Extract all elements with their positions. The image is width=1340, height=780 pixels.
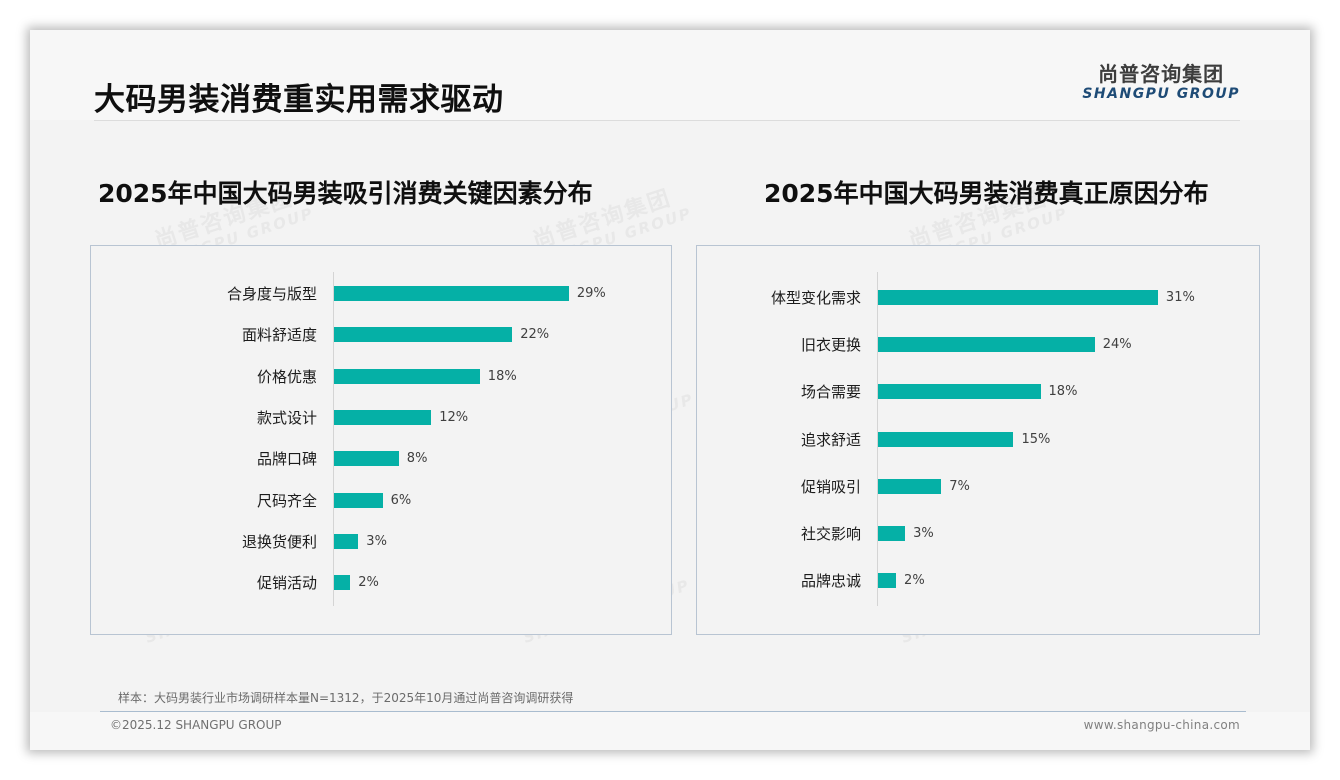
company-logo: 尚普咨询集团 SHANGPU GROUP bbox=[1082, 62, 1240, 102]
data-bar bbox=[878, 431, 1014, 447]
category-axis bbox=[333, 272, 334, 606]
data-bar bbox=[878, 384, 1041, 400]
bar-row: 尺码齐全 6% bbox=[91, 491, 671, 510]
page-title: 大码男装消费重实用需求驱动 bbox=[94, 82, 504, 118]
value-label: 8% bbox=[406, 451, 428, 467]
category-label: 促销吸引 bbox=[800, 477, 861, 496]
category-label: 社交影响 bbox=[800, 525, 861, 543]
category-label: 价格优惠 bbox=[256, 367, 317, 386]
value-label: 3% bbox=[366, 533, 387, 549]
data-bar bbox=[334, 533, 359, 549]
chart-title-key-factors: 2025年中国大码男装吸引消费关键因素分布 bbox=[98, 179, 593, 208]
category-label: 合身度与版型 bbox=[226, 285, 317, 303]
category-label: 旧衣更换 bbox=[800, 336, 861, 355]
value-label: 22% bbox=[520, 327, 550, 343]
bar-row: 旧衣更换 24% bbox=[697, 337, 1259, 353]
category-axis bbox=[877, 272, 878, 606]
source-note: 样本：大码男装行业市场调研样本量N=1312，于2025年10月通过尚普咨询调研… bbox=[118, 691, 574, 705]
bar-row: 社交影响 3% bbox=[697, 526, 1259, 542]
bar-row: 品牌口碑 8% bbox=[91, 451, 671, 467]
bar-row: 追求舒适 15% bbox=[697, 430, 1259, 449]
data-bar bbox=[878, 478, 942, 494]
logo-chinese-text: 尚普咨询集团 bbox=[1098, 62, 1225, 86]
bar-row: 款式设计 12% bbox=[91, 408, 671, 427]
footer-divider bbox=[100, 711, 1246, 712]
category-label: 品牌口碑 bbox=[256, 450, 317, 469]
chart-title-real-reasons: 2025年中国大码男装消费真正原因分布 bbox=[764, 179, 1209, 208]
data-bar bbox=[878, 573, 897, 589]
value-label: 18% bbox=[1048, 384, 1078, 400]
chart-panel-key-factors: 合身度与版型 29% 面料舒适度 22% 价格优惠 18% 款式设计 12% 品牌口碑 8% 尺码齐… bbox=[90, 245, 672, 635]
slide-header-band bbox=[30, 30, 1310, 120]
category-label: 促销活动 bbox=[256, 574, 317, 593]
value-label: 2% bbox=[904, 573, 925, 589]
value-label: 6% bbox=[390, 492, 412, 508]
header-divider bbox=[94, 120, 1240, 121]
bar-row: 合身度与版型 29% bbox=[91, 286, 671, 302]
bar-row: 价格优惠 18% bbox=[91, 367, 671, 386]
category-label: 尺码齐全 bbox=[256, 491, 317, 510]
value-label: 18% bbox=[487, 368, 517, 384]
bar-row: 促销吸引 7% bbox=[697, 477, 1259, 496]
logo-english-text: SHANGPU GROUP bbox=[1082, 86, 1240, 102]
bar-row: 退换货便利 3% bbox=[91, 532, 671, 551]
data-bar bbox=[878, 337, 1095, 353]
data-bar bbox=[334, 575, 351, 591]
data-bar bbox=[334, 286, 569, 301]
bar-row: 品牌忠诚 2% bbox=[697, 573, 1259, 589]
footer-band bbox=[30, 712, 1310, 750]
category-label: 品牌忠诚 bbox=[800, 572, 861, 591]
data-bar bbox=[334, 409, 432, 425]
bar-row: 促销活动 2% bbox=[91, 575, 671, 591]
category-label: 面料舒适度 bbox=[241, 326, 317, 345]
category-label: 款式设计 bbox=[256, 408, 317, 427]
bar-row: 体型变化需求 31% bbox=[697, 290, 1259, 306]
bar-row: 面料舒适度 22% bbox=[91, 327, 671, 343]
chart-panel-real-reasons: 体型变化需求 31% 旧衣更换 24% 场合需要 18% 追求舒适 15% 促销吸引 7% 社交影响… bbox=[696, 245, 1260, 635]
bar-row: 场合需要 18% bbox=[697, 384, 1259, 400]
category-label: 退换货便利 bbox=[241, 532, 317, 551]
category-label: 追求舒适 bbox=[800, 430, 861, 449]
category-label: 场合需要 bbox=[800, 383, 861, 402]
data-bar bbox=[334, 327, 513, 343]
value-label: 3% bbox=[913, 526, 934, 541]
data-bar bbox=[334, 451, 399, 467]
slide: 大码男装消费重实用需求驱动 尚普咨询集团 SHANGPU GROUP 尚普咨询集… bbox=[30, 30, 1310, 750]
category-label: 体型变化需求 bbox=[770, 289, 861, 307]
value-label: 7% bbox=[949, 478, 970, 494]
value-label: 31% bbox=[1165, 290, 1195, 305]
data-bar bbox=[334, 368, 480, 384]
data-bar bbox=[334, 492, 383, 508]
value-label: 12% bbox=[439, 409, 469, 425]
value-label: 29% bbox=[576, 286, 606, 301]
data-bar bbox=[878, 526, 906, 541]
value-label: 24% bbox=[1102, 337, 1132, 353]
copyright-text: ©2025.12 SHANGPU GROUP bbox=[110, 718, 282, 732]
data-bar bbox=[878, 290, 1158, 305]
website-link[interactable]: www.shangpu-china.com bbox=[1083, 718, 1240, 732]
value-label: 15% bbox=[1021, 431, 1051, 447]
value-label: 2% bbox=[358, 575, 379, 591]
